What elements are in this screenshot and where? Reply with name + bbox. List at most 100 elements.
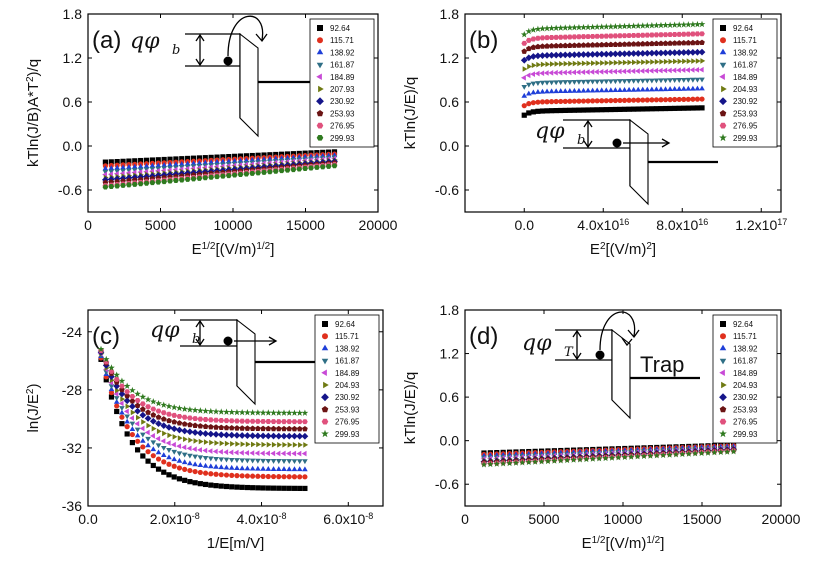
data-point <box>223 472 230 478</box>
data-point <box>140 432 146 438</box>
legend-marker <box>316 48 324 55</box>
data-point <box>594 33 601 39</box>
data-point <box>192 480 198 486</box>
data-point <box>202 481 209 488</box>
data-point <box>213 417 219 423</box>
data-point <box>603 107 609 113</box>
data-point <box>202 462 209 468</box>
data-point <box>662 86 669 92</box>
data-point <box>255 465 261 471</box>
data-point <box>285 450 291 457</box>
data-point <box>521 112 527 118</box>
data-point <box>235 441 241 447</box>
data-point <box>265 466 272 471</box>
data-point <box>653 67 659 74</box>
data-point <box>598 41 605 48</box>
legend-entry: 92.64 <box>733 320 754 329</box>
data-point <box>659 451 667 459</box>
data-point <box>677 58 683 65</box>
data-point <box>506 459 513 467</box>
data-point <box>690 39 696 46</box>
data-point <box>234 465 240 471</box>
data-point <box>666 49 674 57</box>
data-point <box>228 425 235 431</box>
data-point <box>144 429 150 436</box>
data-point <box>700 58 706 64</box>
data-point <box>653 21 660 29</box>
data-point <box>544 43 550 49</box>
data-point <box>187 479 193 485</box>
data-point <box>240 441 246 447</box>
data-point <box>672 105 678 111</box>
data-point <box>571 80 578 85</box>
data-point <box>694 20 701 28</box>
data-point <box>548 99 555 105</box>
data-point <box>639 78 646 84</box>
data-point <box>223 483 230 490</box>
data-point <box>552 51 560 59</box>
data-point <box>218 472 224 478</box>
trap-notch <box>621 337 633 347</box>
data-point <box>176 443 182 449</box>
data-point <box>181 444 187 451</box>
data-point <box>118 390 126 398</box>
data-point <box>648 67 654 74</box>
legend-marker <box>318 85 324 93</box>
data-point <box>319 164 326 170</box>
data-point <box>621 41 628 47</box>
legend-marker <box>321 369 327 377</box>
data-point <box>155 179 162 185</box>
data-point <box>202 430 209 437</box>
data-point <box>165 402 173 410</box>
data-point <box>140 444 146 450</box>
data-point <box>521 84 528 90</box>
data-point <box>672 451 680 458</box>
data-point <box>520 31 528 38</box>
data-point <box>675 49 683 56</box>
data-point <box>139 411 147 419</box>
data-point <box>621 106 628 112</box>
data-point <box>593 50 601 58</box>
data-point <box>659 58 665 65</box>
data-point <box>314 164 320 170</box>
data-point <box>630 78 637 84</box>
series-115.71 <box>98 355 308 480</box>
legend-marker <box>321 358 329 365</box>
data-point <box>302 485 308 492</box>
series-299.93 <box>102 163 338 190</box>
data-point <box>165 423 173 431</box>
data-point <box>519 459 526 466</box>
data-point <box>249 458 256 464</box>
data-point <box>685 67 690 73</box>
legend-entry: 276.95 <box>733 122 758 131</box>
data-point <box>186 406 194 413</box>
y-tick-label: 1.8 <box>63 6 83 22</box>
data-point <box>717 448 725 456</box>
data-point <box>658 40 664 46</box>
data-point <box>286 485 292 491</box>
data-point <box>114 164 120 170</box>
data-point <box>244 458 251 464</box>
x-tick-label: 10000 <box>604 511 643 527</box>
data-point <box>530 89 537 95</box>
data-point <box>113 371 121 378</box>
data-point <box>114 159 120 165</box>
data-point <box>260 473 266 479</box>
data-point <box>548 24 555 32</box>
legend-entry: 299.93 <box>330 134 355 143</box>
data-point <box>690 31 696 37</box>
data-point <box>155 435 161 442</box>
data-point <box>229 472 235 478</box>
data-point <box>612 87 619 93</box>
data-point <box>233 449 239 456</box>
data-point <box>640 106 646 112</box>
data-point <box>711 449 718 456</box>
data-point <box>563 60 569 67</box>
data-point <box>630 41 637 47</box>
legend-marker <box>321 344 329 351</box>
data-point <box>149 180 156 186</box>
y-tick-label: -28 <box>62 382 82 398</box>
data-point <box>680 67 686 73</box>
data-point <box>691 58 697 64</box>
data-point <box>181 405 188 412</box>
